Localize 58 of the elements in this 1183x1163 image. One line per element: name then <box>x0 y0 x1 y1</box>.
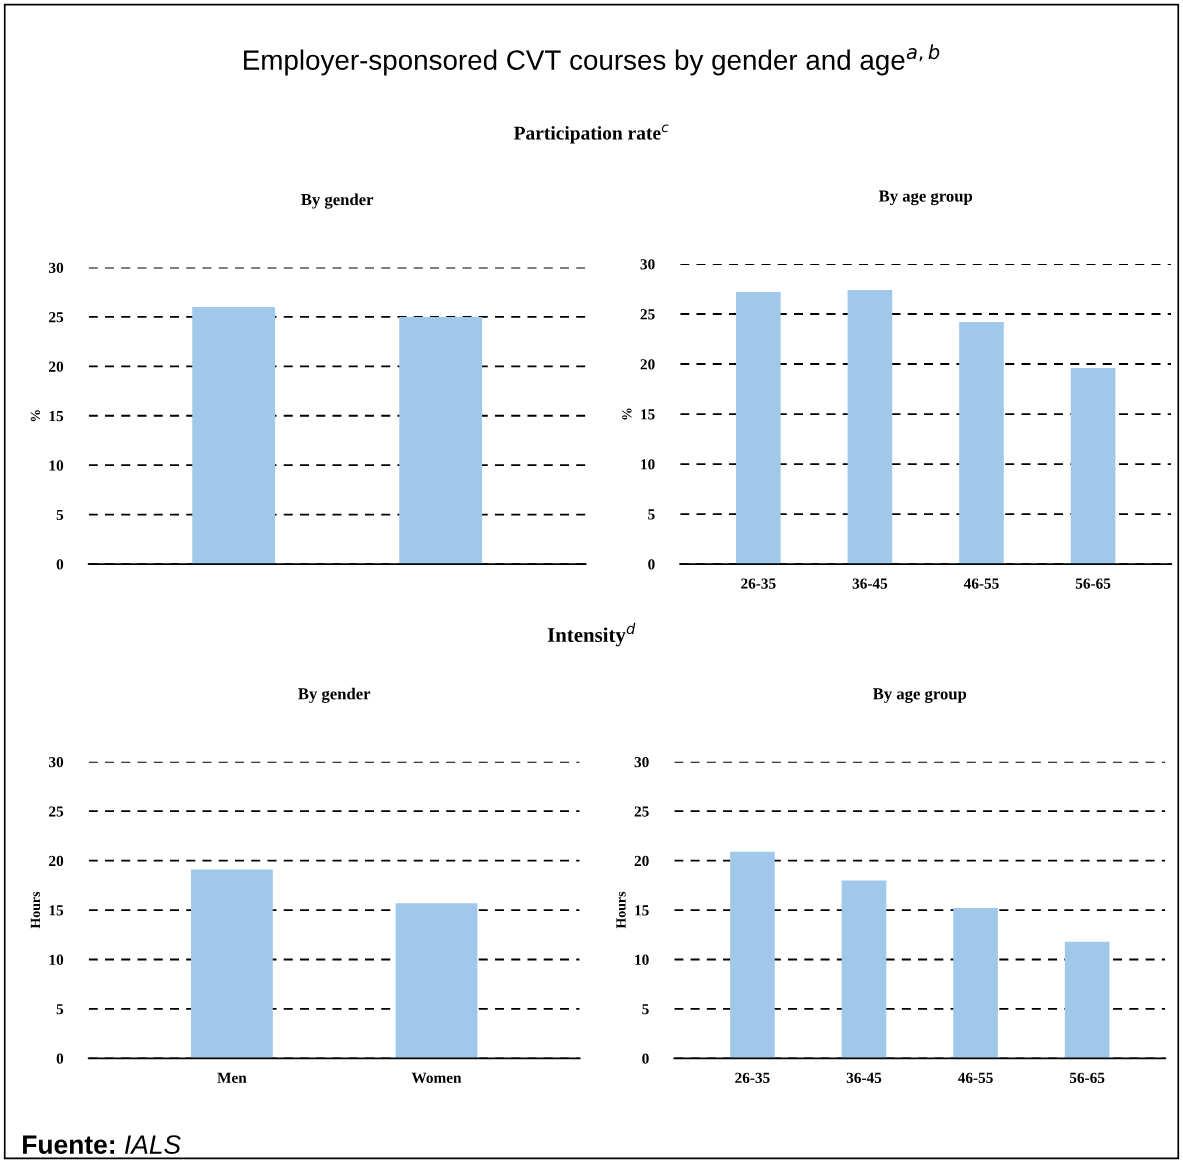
y-tick-label: 10 <box>49 460 64 471</box>
bar <box>847 290 893 565</box>
y-axis-title: Hours <box>616 891 626 929</box>
y-tick-label: 20 <box>49 361 64 372</box>
chart-title: By gender <box>301 193 374 209</box>
y-tick-label: 15 <box>641 409 655 420</box>
x-tick-label: 56-65 <box>1075 578 1111 589</box>
x-tick-label: 46-55 <box>957 1072 993 1083</box>
y-tick-label: 10 <box>49 954 64 965</box>
y-tick-label: 0 <box>648 559 655 570</box>
bar <box>959 322 1004 565</box>
y-tick-label: 20 <box>634 855 649 867</box>
x-tick-label: 26-35 <box>735 1072 770 1083</box>
y-tick-label: 30 <box>49 756 64 768</box>
x-tick-label: Women <box>411 1072 462 1084</box>
x-tick-label: 36-45 <box>852 578 888 589</box>
y-tick-label: 25 <box>640 309 655 320</box>
x-tick-label: 26-35 <box>741 578 776 589</box>
y-tick-label: 0 <box>56 559 64 570</box>
y-tick-label: 20 <box>49 855 64 867</box>
y-tick-label: 5 <box>56 1004 64 1015</box>
chart-title: By age group <box>878 190 973 206</box>
y-tick-label: 15 <box>49 410 64 422</box>
y-tick-label: 5 <box>642 1004 649 1015</box>
chart-title: By gender <box>298 687 371 703</box>
text: Participation rate$^{c}$ <box>513 124 669 144</box>
y-tick-label: 0 <box>56 1053 64 1064</box>
y-axis-title: Hours <box>30 891 41 929</box>
x-tick-label: Men <box>217 1072 247 1083</box>
source-note: Fuente: IALS <box>23 1135 181 1154</box>
text: Intensity$^{d}$ <box>547 622 636 647</box>
y-tick-label: 0 <box>642 1053 649 1064</box>
y-tick-label: 5 <box>648 509 655 520</box>
y-tick-label: 30 <box>634 756 649 768</box>
bar <box>953 908 998 1059</box>
y-tick-label: 30 <box>49 262 64 273</box>
y-tick-label: 25 <box>634 806 649 817</box>
bar <box>1064 941 1110 1059</box>
bar <box>730 851 775 1059</box>
y-axis-title: % <box>30 410 41 422</box>
y-tick-label: 5 <box>56 509 64 521</box>
x-tick-label: 36-45 <box>846 1072 882 1083</box>
y-tick-label: 25 <box>49 806 64 817</box>
chart-title: By age group <box>872 688 967 703</box>
y-tick-label: 25 <box>49 312 64 323</box>
bar <box>841 880 887 1059</box>
y-tick-label: 15 <box>635 905 649 916</box>
x-tick-label: 56-65 <box>1069 1072 1105 1083</box>
text: Employer-sponsored CVT courses by gender and age$^{a,b}$ <box>244 44 940 76</box>
y-axis-title: % <box>622 408 632 420</box>
y-tick-label: 10 <box>641 459 655 470</box>
y-tick-label: 15 <box>49 905 64 916</box>
y-tick-label: 20 <box>640 359 655 370</box>
y-tick-label: 30 <box>640 259 655 270</box>
y-tick-label: 10 <box>635 954 649 965</box>
bar <box>1070 368 1116 565</box>
bar <box>736 292 781 565</box>
x-tick-label: 46-55 <box>963 578 999 589</box>
